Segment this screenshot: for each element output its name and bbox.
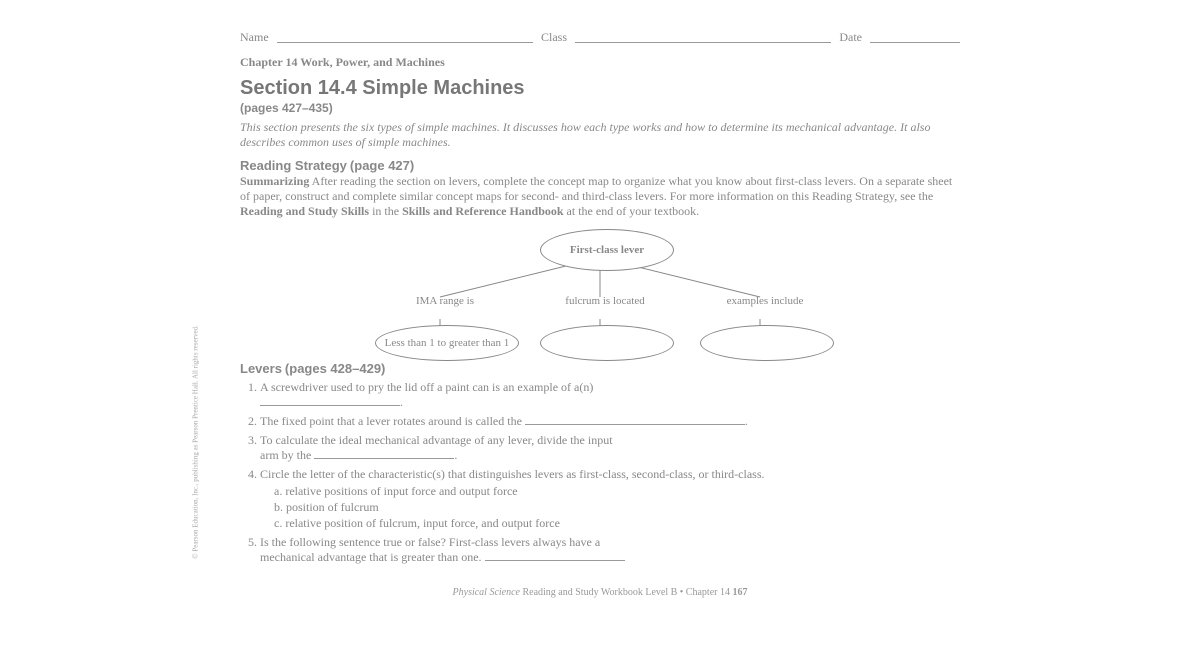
q3-blank[interactable]	[314, 448, 454, 459]
q1-blank[interactable]	[260, 395, 400, 406]
section-title: Section 14.4 Simple Machines	[240, 76, 960, 101]
q1-text: A screwdriver used to pry the lid off a …	[260, 380, 593, 394]
reading-strategy-block: Reading Strategy (page 427) Summarizing …	[240, 158, 960, 219]
reading-strategy-page: (page 427)	[350, 158, 414, 173]
node-top: First-class lever	[540, 229, 674, 271]
q2-text: The fixed point that a lever rotates aro…	[260, 414, 525, 428]
q5-text-b: mechanical advantage that is greater tha…	[260, 550, 485, 564]
q2: The fixed point that a lever rotates aro…	[260, 414, 960, 429]
q5-text-a: Is the following sentence true or false?…	[260, 535, 600, 549]
edge-label-mid: fulcrum is located	[565, 295, 645, 307]
rs-bold1: Reading and Study Skills	[240, 204, 369, 218]
question-list: A screwdriver used to pry the lid off a …	[240, 380, 960, 565]
node-bottom-mid-blank[interactable]	[540, 325, 674, 361]
date-blank[interactable]	[870, 30, 960, 43]
class-label: Class	[541, 30, 567, 45]
copyright-vertical: © Pearson Education, Inc., publishing as…	[191, 299, 200, 559]
q4-text: Circle the letter of the characteristic(…	[260, 467, 765, 481]
summarizing-lead: Summarizing	[240, 174, 309, 188]
class-blank[interactable]	[575, 30, 831, 43]
q3-text-a: To calculate the ideal mechanical advant…	[260, 433, 613, 447]
q4-options: a. relative positions of input force and…	[274, 484, 960, 531]
concept-map-diagram: First-class lever IMA range is fulcrum i…	[340, 227, 860, 357]
levers-head: Levers	[240, 361, 282, 376]
q1: A screwdriver used to pry the lid off a …	[260, 380, 960, 410]
worksheet-page: © Pearson Education, Inc., publishing as…	[240, 30, 960, 599]
name-blank[interactable]	[277, 30, 533, 43]
chapter-line: Chapter 14 Work, Power, and Machines	[240, 55, 960, 70]
q5-blank[interactable]	[485, 550, 625, 561]
levers-section: Levers (pages 428–429) A screwdriver use…	[240, 361, 960, 564]
q3-text-b: arm by the	[260, 448, 314, 462]
node-bottom-right-blank[interactable]	[700, 325, 834, 361]
rs-bold2: Skills and Reference Handbook	[402, 204, 563, 218]
q4-opt-b[interactable]: b. position of fulcrum	[274, 500, 960, 515]
node-top-text: First-class lever	[570, 244, 644, 256]
section-intro: This section presents the six types of s…	[240, 120, 960, 150]
rs-body1: After reading the section on levers, com…	[240, 174, 952, 203]
q3: To calculate the ideal mechanical advant…	[260, 433, 960, 463]
q4: Circle the letter of the characteristic(…	[260, 467, 960, 531]
footer-rest: Reading and Study Workbook Level B • Cha…	[522, 587, 732, 598]
date-label: Date	[839, 30, 862, 45]
edge-label-left: IMA range is	[410, 295, 480, 307]
page-footer: Physical Science Reading and Study Workb…	[240, 587, 960, 600]
rs-body3: at the end of your textbook.	[564, 204, 700, 218]
node-bottom-left: Less than 1 to greater than 1	[375, 325, 519, 361]
section-pages: (pages 427–435)	[240, 101, 960, 116]
footer-page-number: 167	[732, 587, 747, 598]
q4-opt-c[interactable]: c. relative position of fulcrum, input f…	[274, 516, 960, 531]
header-fields: Name Class Date	[240, 30, 960, 45]
edge-label-right: examples include	[725, 295, 805, 307]
q5: Is the following sentence true or false?…	[260, 535, 960, 565]
rs-body2: in the	[369, 204, 402, 218]
levers-page: (pages 428–429)	[285, 361, 385, 376]
footer-book-title: Physical Science	[453, 587, 523, 598]
name-label: Name	[240, 30, 269, 45]
reading-strategy-head: Reading Strategy	[240, 158, 347, 173]
q4-opt-a[interactable]: a. relative positions of input force and…	[274, 484, 960, 499]
q2-blank[interactable]	[525, 414, 745, 425]
reading-strategy-para: Summarizing After reading the section on…	[240, 174, 960, 219]
